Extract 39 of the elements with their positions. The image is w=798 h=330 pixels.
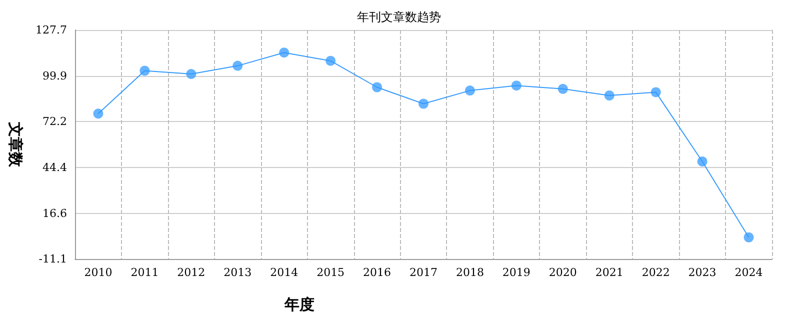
point [604, 90, 614, 100]
point [744, 232, 754, 242]
y-tick-label: 44.4 [42, 160, 67, 174]
point [186, 69, 196, 80]
x-axis-title: 年度 [284, 296, 314, 314]
point [279, 48, 290, 58]
y-tick-label: 16.6 [42, 206, 67, 220]
point [511, 80, 522, 91]
x-tick-label: 2015 [316, 266, 345, 279]
x-tick-label: 2023 [688, 266, 716, 279]
point [232, 60, 243, 71]
x-tick-label: 2016 [363, 266, 392, 279]
x-tick-label: 2012 [177, 266, 206, 279]
point [650, 87, 661, 98]
x-tick-label: 2022 [642, 266, 670, 279]
x-tick-label: 2017 [410, 266, 438, 279]
x-tick-label: 2021 [595, 266, 624, 279]
x-tick-label: 2018 [456, 266, 484, 279]
point [418, 98, 428, 109]
point [697, 156, 708, 166]
y-tick-label: 99.9 [42, 69, 67, 82]
x-tick-label: 2010 [84, 266, 112, 279]
point [464, 86, 475, 96]
chart-title: 年刊文章数趋势 [357, 10, 441, 24]
x-tick-label: 2024 [734, 266, 763, 279]
y-tick-label: 127.7 [36, 24, 67, 36]
point [558, 84, 568, 94]
y-axis-title: 文章数 [6, 121, 24, 168]
x-tick-label: 2019 [502, 266, 530, 279]
x-tick-label: 2014 [270, 266, 298, 279]
point [140, 66, 150, 76]
y-tick-label: -11.1 [38, 252, 67, 266]
x-tick-label: 2011 [130, 266, 159, 279]
x-tick-label: 2013 [224, 266, 252, 279]
y-tick-label: 72.2 [42, 115, 67, 128]
point [372, 82, 382, 92]
point [93, 108, 104, 119]
point [326, 56, 336, 66]
x-tick-label: 2020 [548, 266, 577, 279]
